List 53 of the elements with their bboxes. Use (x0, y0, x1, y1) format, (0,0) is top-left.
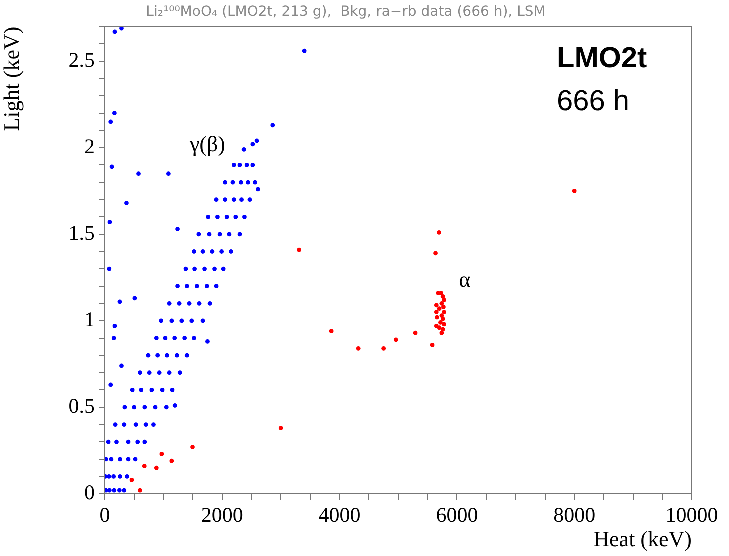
point (442, 304, 446, 310)
x-tick-label: 10000 (666, 503, 718, 528)
point (356, 346, 361, 351)
annotation: γ(β) (188, 132, 226, 157)
x-tick-label: 0 (100, 503, 110, 528)
chart-title: Li₂¹⁰⁰MoO₄ (LMO2t, 213 g), Bkg, ra−rb data (666 h), LSM (146, 4, 546, 20)
point (413, 330, 418, 336)
point (440, 330, 444, 336)
point (440, 314, 444, 318)
point (440, 294, 446, 299)
point (394, 338, 398, 342)
point (138, 488, 142, 493)
point (329, 329, 334, 334)
point (190, 445, 195, 450)
annotation: 666 h (556, 85, 630, 118)
y-tick-label: 0 (84, 480, 95, 505)
point (437, 326, 442, 330)
y-axis-title: Light (keV) (0, 26, 24, 132)
y-tick-label: 1 (84, 307, 95, 332)
point (572, 188, 577, 194)
point (439, 291, 444, 296)
annotation: α (459, 267, 472, 292)
x-tick-label: 6000 (436, 503, 478, 528)
point (440, 301, 444, 306)
point (434, 303, 439, 308)
point (160, 452, 164, 456)
x-axis-title: Heat (keV) (594, 526, 692, 552)
y-tick-label: 1.5 (68, 220, 95, 245)
point (442, 310, 446, 315)
point (434, 251, 438, 256)
x-tick-label: 8000 (554, 503, 596, 528)
point (430, 342, 435, 348)
point (434, 310, 439, 315)
point (440, 317, 446, 322)
point (442, 298, 446, 302)
x-tick-label: 2000 (201, 503, 244, 528)
point (435, 315, 440, 320)
point (170, 458, 174, 464)
point (278, 426, 284, 430)
point (437, 306, 442, 312)
point (437, 230, 442, 235)
point (442, 322, 446, 327)
annotation: LMO2t (556, 42, 648, 75)
point (154, 466, 159, 470)
y-tick-label: 2.5 (68, 48, 95, 72)
point (130, 478, 134, 482)
x-tick-label: 4000 (318, 503, 361, 528)
point (382, 346, 386, 351)
y-tick-label: 2 (84, 134, 95, 158)
point (438, 320, 443, 325)
point (297, 248, 302, 252)
point (142, 464, 147, 469)
y-tick-label: 0.5 (68, 394, 95, 418)
